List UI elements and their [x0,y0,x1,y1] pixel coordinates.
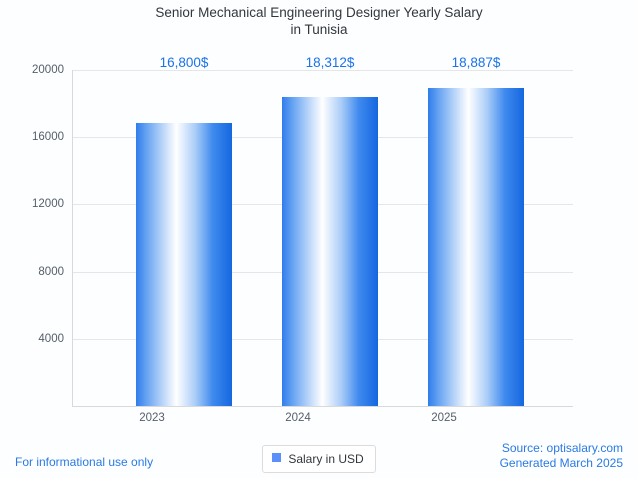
footer-source: Source: optisalary.com Generated March 2… [500,441,623,471]
bar-2024[interactable] [282,97,378,406]
source-link[interactable]: Source: optisalary.com [501,441,623,455]
chart-title: Senior Mechanical Engineering Designer Y… [155,5,483,37]
bar-2023[interactable] [136,123,232,406]
y-axis-tick-20000: 20000 [32,64,64,76]
bar-label-2025: 18,887$ [451,55,501,70]
y-axis-tick-16000: 16000 [32,131,64,143]
x-axis-tick-2024: 2024 [285,412,311,424]
x-axis-line [72,406,573,407]
generated-date: Generated March 2025 [499,456,623,470]
legend-item-label: Salary in USD [288,451,364,466]
legend-item-salary-in-usd[interactable]: Salary in USD [262,445,376,473]
y-axis-tick-8000: 8000 [38,266,64,278]
bar-label-2024: 18,312$ [305,55,355,70]
x-axis-tick-2025: 2025 [431,412,457,424]
bar-2025[interactable] [428,88,524,406]
bar-label-2023: 16,800$ [159,55,209,70]
legend: Salary in USD [0,445,638,473]
x-axis-tick-2023: 2023 [139,412,165,424]
y-axis-tick-4000: 4000 [38,333,64,345]
y-axis-line [72,70,73,407]
legend-swatch-icon [272,453,282,463]
gridline-20000 [72,70,573,71]
y-axis-tick-12000: 12000 [32,198,64,210]
disclaimer-text: For informational use only [15,455,154,469]
plot-area [72,70,573,407]
